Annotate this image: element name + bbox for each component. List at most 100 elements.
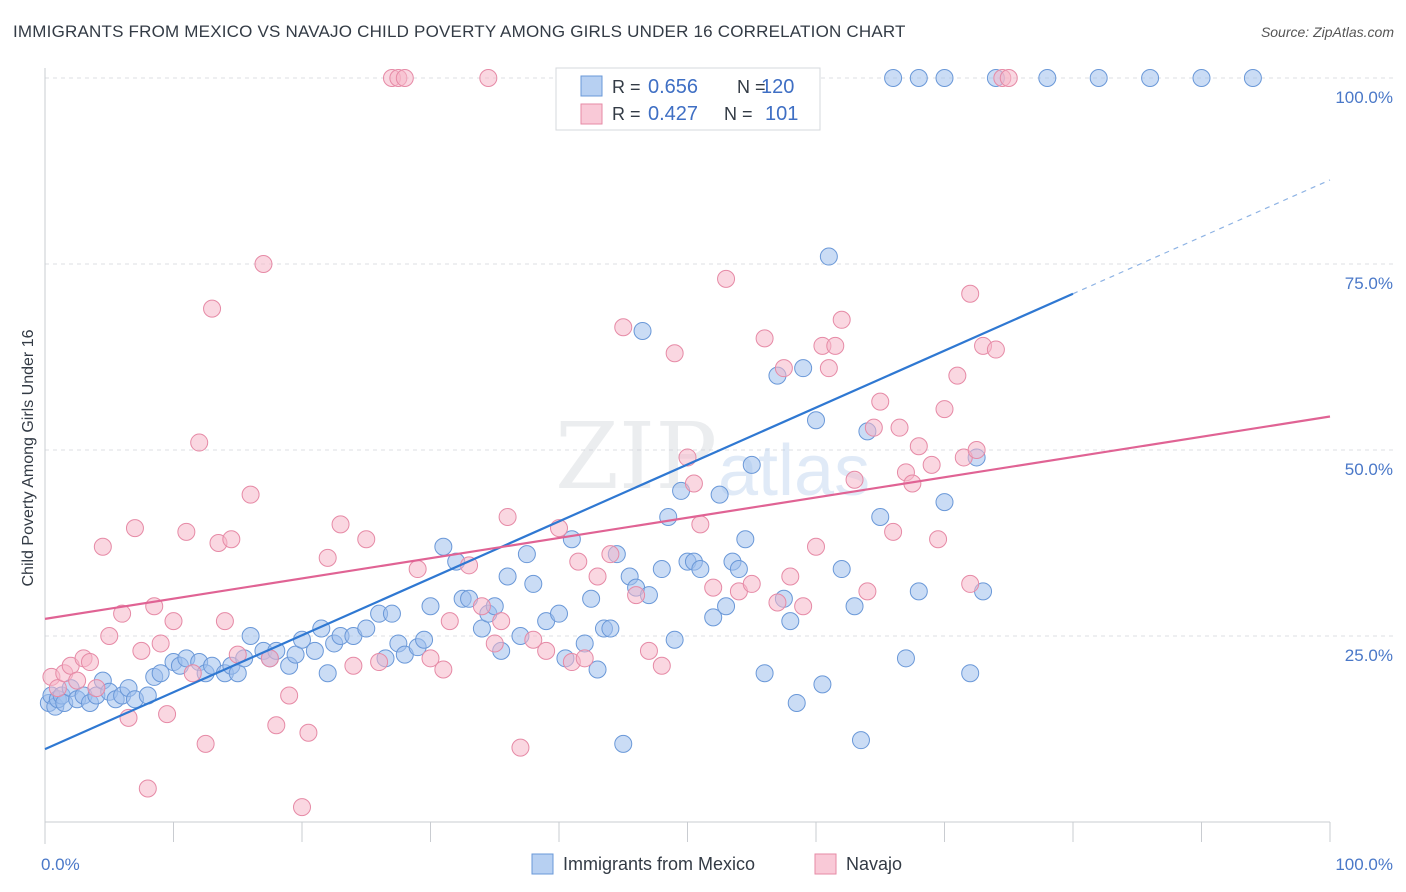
data-point — [665, 630, 684, 649]
legend-n-value-2: 101 — [765, 103, 798, 125]
data-point — [1141, 69, 1160, 87]
data-point — [871, 392, 890, 411]
data-point — [588, 567, 607, 586]
data-point — [511, 738, 530, 757]
bottom-legend-label-pink: Navajo — [846, 854, 902, 874]
data-point — [582, 589, 601, 608]
data-point — [524, 630, 543, 649]
y-tick-label: 75.0% — [1345, 274, 1393, 293]
legend-r-value-2: 0.427 — [648, 103, 698, 125]
data-point — [967, 441, 986, 459]
data-point — [639, 641, 658, 660]
data-point — [382, 604, 401, 623]
data-point — [305, 641, 324, 660]
axes — [44, 68, 1331, 844]
data-point — [948, 366, 967, 385]
data-point — [755, 664, 774, 683]
data-point — [845, 597, 864, 616]
data-point — [684, 474, 703, 493]
data-point — [807, 411, 825, 430]
data-point — [331, 515, 350, 534]
data-point — [909, 582, 928, 601]
data-point — [498, 567, 517, 586]
data-point — [344, 656, 363, 675]
bottom-legend-label-blue: Immigrants from Mexico — [563, 854, 755, 874]
data-point — [550, 604, 568, 623]
data-point — [434, 537, 453, 556]
tick-labels: 25.0% 50.0% 75.0% 100.0% 0.0% 100.0% — [41, 88, 1393, 874]
series-navajo — [42, 69, 1018, 817]
trend-lines — [44, 179, 1331, 751]
data-point — [68, 671, 87, 690]
data-point — [1243, 69, 1262, 87]
x-tick-label: 0.0% — [41, 855, 80, 874]
data-point — [524, 574, 543, 593]
data-point — [318, 548, 337, 567]
data-point — [408, 560, 427, 579]
grid-lines — [45, 77, 1395, 637]
data-point — [434, 660, 453, 679]
data-point — [986, 340, 1005, 359]
data-point — [961, 574, 980, 593]
data-point — [633, 321, 652, 340]
data-point — [961, 664, 980, 683]
data-point — [627, 586, 646, 605]
trend-line-immigrants-from-mexico — [44, 292, 1074, 751]
data-point — [929, 530, 948, 549]
data-point — [999, 69, 1018, 87]
data-point — [614, 734, 633, 753]
data-point — [280, 686, 299, 705]
data-point — [472, 597, 491, 616]
data-point — [742, 574, 761, 593]
data-point — [884, 69, 903, 87]
data-point — [826, 336, 845, 355]
data-point — [652, 656, 671, 675]
data-point — [659, 507, 678, 526]
data-point — [286, 645, 305, 664]
data-point — [890, 418, 909, 437]
data-point — [768, 593, 787, 612]
data-point — [113, 604, 132, 623]
data-point — [537, 641, 556, 660]
data-point — [935, 400, 954, 419]
data-point — [851, 731, 870, 750]
data-point — [183, 664, 202, 683]
data-point — [472, 619, 491, 638]
data-point — [299, 723, 318, 742]
data-point — [601, 545, 620, 564]
data-point — [922, 455, 941, 474]
bottom-legend-swatch-pink — [814, 853, 837, 875]
y-tick-label: 25.0% — [1345, 646, 1393, 665]
data-point — [794, 597, 813, 616]
data-point — [717, 597, 736, 616]
data-point — [819, 247, 838, 266]
data-point — [755, 329, 774, 348]
legend-swatch-blue — [580, 75, 603, 97]
data-point — [813, 675, 832, 694]
data-point — [158, 705, 177, 724]
data-point — [961, 284, 980, 303]
y-axis-label: Child Poverty Among Girls Under 16 — [20, 329, 37, 586]
data-point — [710, 485, 729, 504]
data-point — [935, 493, 954, 512]
data-point — [1089, 69, 1108, 87]
data-point — [781, 567, 800, 586]
data-point — [896, 649, 915, 668]
y-tick-label: 50.0% — [1345, 460, 1393, 479]
legend-swatch-pink — [580, 103, 603, 125]
chart-title: IMMIGRANTS FROM MEXICO VS NAVAJO CHILD P… — [13, 22, 906, 41]
data-point — [440, 612, 459, 631]
data-point — [781, 612, 800, 631]
data-point — [704, 578, 723, 597]
data-point — [909, 69, 928, 87]
data-point — [935, 69, 954, 87]
data-point — [151, 664, 170, 683]
data-point — [884, 522, 903, 541]
data-point — [357, 619, 376, 638]
data-point — [717, 269, 736, 288]
data-point — [190, 433, 209, 452]
data-point — [1192, 69, 1211, 87]
data-point — [138, 779, 157, 798]
bottom-legend-swatch-blue — [531, 853, 554, 875]
